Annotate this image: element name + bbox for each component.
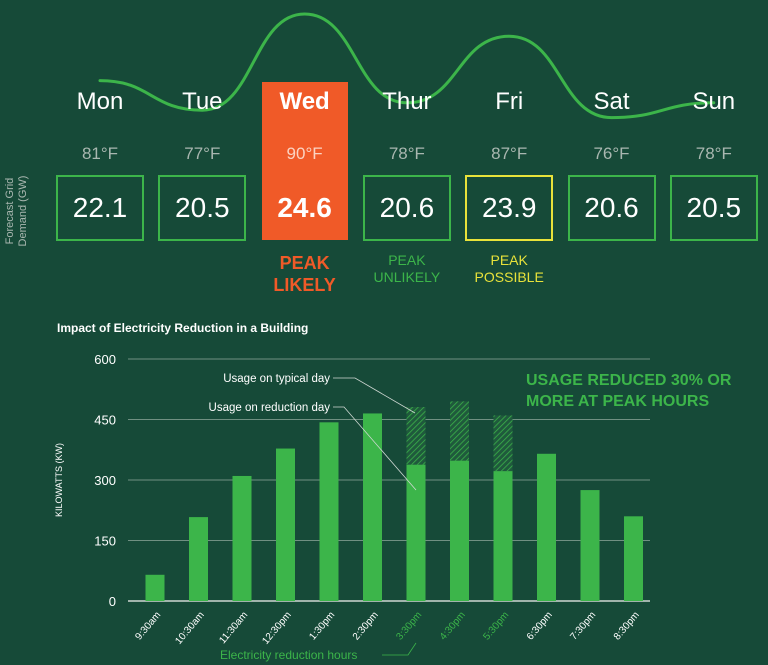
forecast-ylabel: Forecast Grid Demand (GW) (4, 175, 29, 247)
usage-bar (363, 413, 382, 601)
typical-usage-bar (406, 406, 426, 465)
x-tick-label: 4:30pm (438, 610, 468, 643)
day-temperature: 78°F (388, 144, 425, 163)
peak-status: PEAK UNLIKELY (373, 252, 441, 285)
demand-box: 22.1 (56, 175, 144, 241)
usage-bar (624, 516, 643, 601)
day-temperature: 77°F (184, 144, 221, 163)
temperature-line (98, 12, 716, 120)
y-tick-label: 450 (94, 413, 116, 428)
peak-status: PEAK POSSIBLE (474, 252, 544, 285)
reduction-day-leader (333, 406, 417, 491)
x-tick-label: 6:30pm (525, 610, 555, 643)
usage-bar (493, 471, 513, 601)
usage-bar (276, 448, 295, 601)
day-name: Thur (382, 88, 432, 115)
usage-bar (580, 490, 600, 601)
x-tick-label: 1:30pm (307, 610, 337, 643)
day-name: Tue (182, 88, 223, 115)
typical-day-leader (333, 377, 416, 414)
reduction-hours-label: Electricity reduction hours (220, 648, 357, 662)
temperature-line-chart (98, 12, 716, 120)
usage-bar (537, 453, 556, 601)
peak-status: PEAK LIKELY (273, 253, 336, 295)
reduction-day-label: Usage on reduction day (209, 402, 331, 414)
x-tick-label: 10:30am (173, 610, 206, 647)
demand-box: 20.6 (567, 175, 656, 241)
y-tick-label: 150 (94, 534, 116, 549)
usage-bar (406, 464, 426, 601)
x-tick-label: 11:30am (217, 610, 250, 646)
electricity-bar-chart: Impact of Electricity Reduction in a Bui… (54, 321, 732, 662)
x-tick-label: 5:30pm (481, 610, 511, 643)
typical-usage-bar (493, 415, 513, 472)
chart-title: Impact of Electricity Reduction in a Bui… (57, 321, 308, 335)
usage-bar (319, 422, 339, 601)
typical-usage-bar (450, 401, 469, 461)
y-tick-label: 600 (94, 352, 116, 367)
day-temperature: 81°F (81, 144, 119, 163)
day-temperature: 90°F (286, 144, 323, 163)
day-name: Mon (76, 88, 124, 115)
day-name: Wed (279, 88, 330, 115)
headline-line-1: USAGE REDUCED 30% OR (526, 372, 732, 389)
y-axis-label: KILOWATTS (KW) (54, 443, 64, 517)
reduction-hours-leader (382, 642, 417, 656)
usage-bar (232, 475, 252, 601)
day-temperature: 76°F (593, 144, 630, 163)
day-temperature: 78°F (695, 144, 732, 163)
x-tick-label: 2:30pm (351, 610, 381, 643)
demand-box: 20.5 (158, 175, 247, 241)
day-name: Fri (495, 88, 524, 115)
y-tick-label: 0 (109, 594, 116, 609)
demand-box: 20.6 (362, 175, 451, 241)
day-name: Sun (692, 88, 736, 115)
demand-box: 23.9 (465, 175, 554, 241)
x-tick-label: 3:30pm (394, 610, 424, 643)
typical-day-label: Usage on typical day (223, 373, 330, 385)
day-temperature: 87°F (491, 144, 528, 163)
day-name: Sat (593, 88, 630, 115)
headline-line-2: MORE AT PEAK HOURS (526, 393, 709, 410)
x-tick-label: 9:30am (133, 610, 163, 643)
peak-day-highlight (262, 82, 348, 240)
usage-bar (189, 517, 208, 601)
y-tick-label: 300 (94, 473, 116, 488)
usage-bar (145, 574, 165, 601)
demand-box: 24.6 (277, 192, 332, 223)
demand-box: 20.5 (669, 175, 758, 241)
x-tick-label: 12:30pm (260, 610, 293, 647)
usage-bar (450, 460, 469, 601)
x-tick-label: 8:30pm (612, 610, 642, 643)
x-tick-label: 7:30pm (568, 610, 598, 643)
